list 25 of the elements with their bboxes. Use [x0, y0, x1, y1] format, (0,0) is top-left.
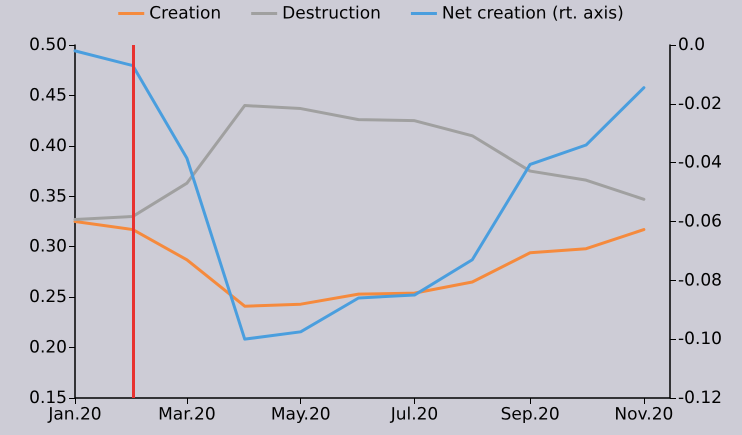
- legend-label: Net creation (rt. axis): [442, 4, 624, 24]
- y-tick-label: 0.45: [29, 85, 67, 106]
- y2-tick-label: -0.10: [678, 329, 722, 350]
- legend-label: Creation: [149, 4, 222, 24]
- y2-tick-label: -0.12: [678, 388, 722, 408]
- x-tick-label: Nov.20: [614, 404, 674, 424]
- x-tick-label: Mar.20: [158, 404, 216, 424]
- y2-tick-label: -0.02: [678, 94, 722, 114]
- x-tick-label: May.20: [270, 404, 331, 424]
- y2-tick-label: -0.08: [678, 270, 722, 290]
- y2-tick-label: 0.0: [678, 35, 706, 55]
- y-tick-label: 0.50: [29, 35, 67, 55]
- line-series: [74, 49, 646, 341]
- y2-tick-label: -0.04: [678, 152, 722, 173]
- x-tick-label: Jul.20: [390, 404, 438, 424]
- legend-label: Destruction: [282, 4, 381, 24]
- y-tick-label: 0.30: [29, 236, 67, 257]
- line-series: [74, 104, 646, 221]
- line-series: [74, 220, 646, 308]
- y-tick-label: 0.25: [29, 287, 67, 308]
- x-tick-label: Sep.20: [500, 404, 560, 424]
- y2-tick-label: -0.06: [678, 212, 722, 232]
- y-tick-label: 0.20: [29, 338, 67, 358]
- y-tick-label: 0.40: [29, 136, 67, 156]
- y-tick-label: 0.35: [29, 186, 67, 206]
